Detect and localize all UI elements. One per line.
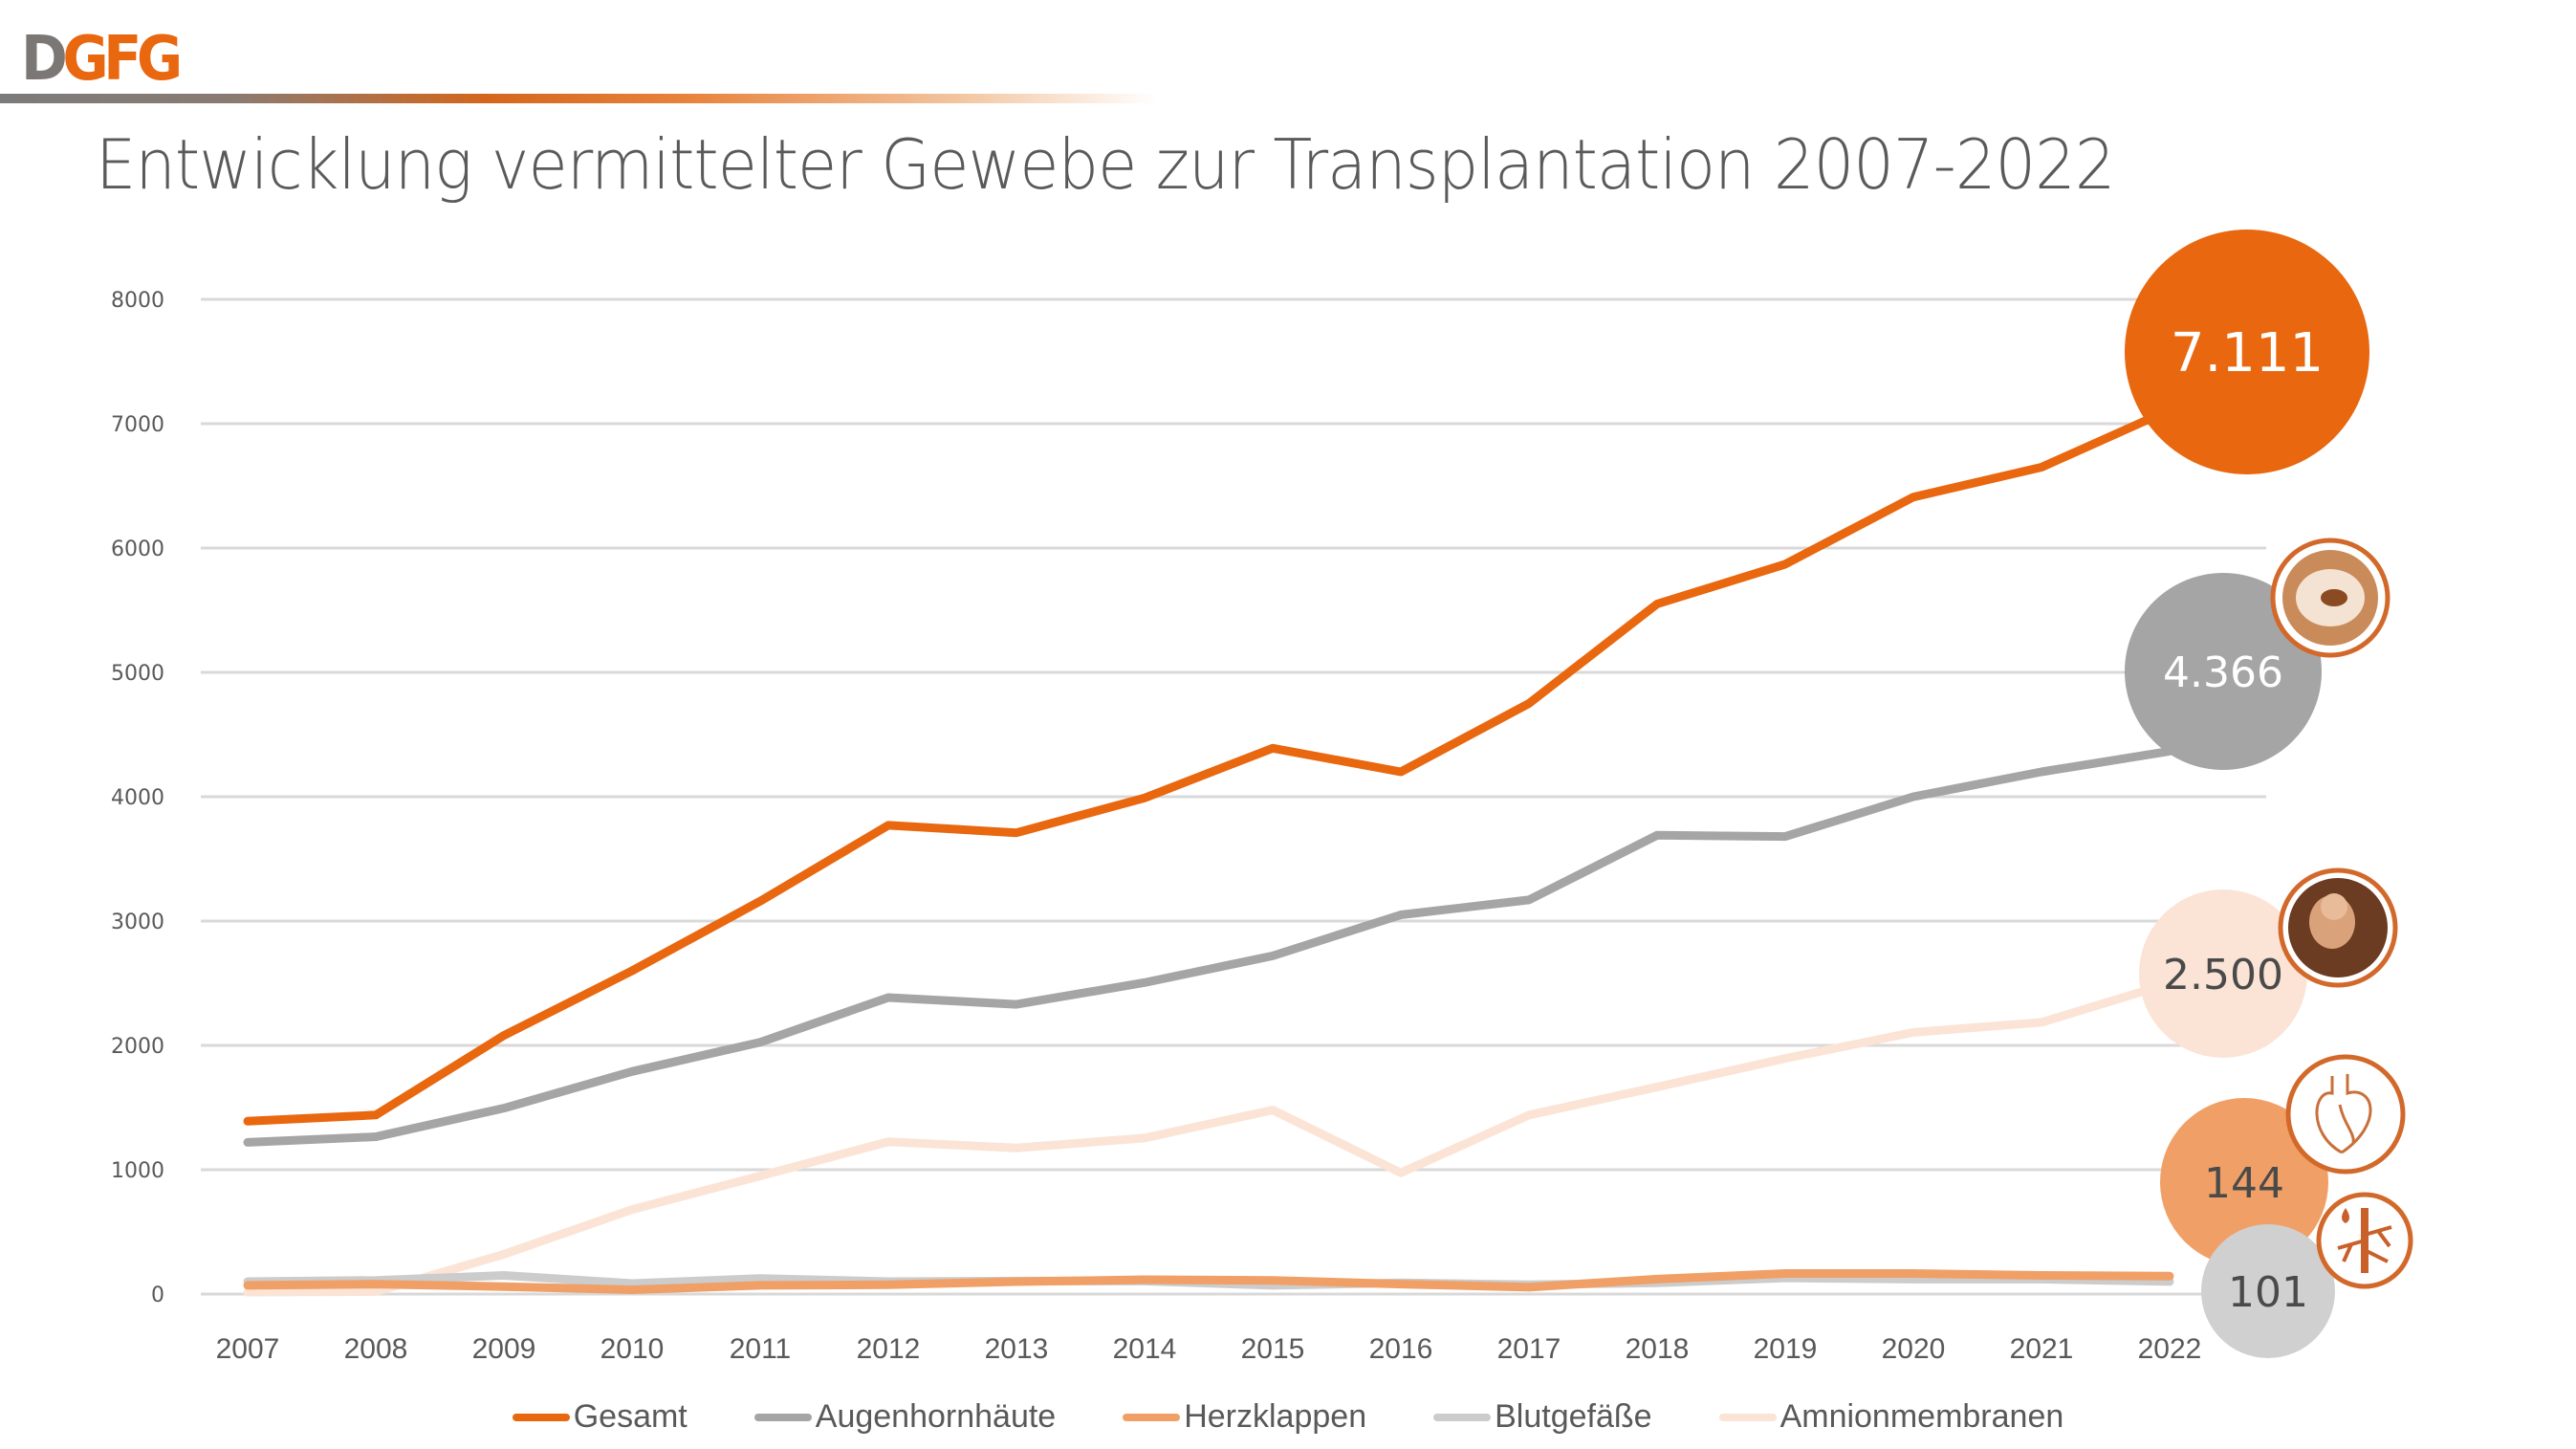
end-bubble-herzklappen: 144	[2160, 1098, 2328, 1266]
x-tick-label: 2021	[2010, 1333, 2074, 1365]
legend-item: Augenhornhäute	[753, 1398, 1057, 1436]
bubble-circle	[2139, 889, 2307, 1058]
x-tick-label: 2007	[216, 1333, 280, 1365]
legend-label: Gesamt	[573, 1398, 688, 1435]
x-tick-label: 2012	[857, 1333, 921, 1365]
legend-label: Amnionmembranen	[1779, 1398, 2064, 1435]
logo-d: D	[21, 24, 68, 95]
series-lines	[243, 406, 2174, 1297]
x-tick-label: 2015	[1241, 1333, 1305, 1365]
legend-item: Gesamt	[512, 1398, 688, 1436]
bubble-circle	[2160, 1098, 2328, 1266]
end-value-bubbles: 7.111 4.366 2.500 144 101	[2125, 230, 2369, 1358]
legend-swatch	[1718, 1413, 1777, 1421]
bubble-circle	[2201, 1224, 2335, 1358]
legend-swatch	[1123, 1413, 1181, 1421]
legend-swatch	[1433, 1413, 1492, 1421]
header-gradient-bar	[0, 94, 1157, 103]
y-tick-label: 1000	[111, 1159, 164, 1183]
bubble-circle	[2125, 230, 2369, 474]
series-line-herzklappen	[243, 1269, 2174, 1294]
heart-icon	[2285, 1054, 2406, 1175]
legend-swatch	[512, 1413, 570, 1421]
legend-item: Blutgefäße	[1433, 1398, 1652, 1436]
end-bubble-augenhornhäute: 4.366	[2125, 573, 2322, 770]
x-tick-label: 2022	[2138, 1333, 2202, 1365]
page-title: Entwicklung vermittelter Gewebe zur Tran…	[96, 124, 2115, 205]
y-tick-label: 2000	[111, 1035, 164, 1059]
x-tick-label: 2008	[344, 1333, 408, 1365]
x-tick-label: 2020	[1882, 1333, 1946, 1365]
y-tick-label: 7000	[111, 413, 164, 437]
legend-item: Herzklappen	[1123, 1398, 1366, 1436]
x-tick-label: 2010	[600, 1333, 665, 1365]
series-line-augenhornhäute	[243, 746, 2174, 1147]
legend-label: Blutgefäße	[1495, 1398, 1652, 1435]
legend-swatch	[753, 1413, 812, 1421]
blood-vessel-icon	[2316, 1192, 2413, 1289]
x-tick-label: 2011	[730, 1333, 792, 1365]
bubble-value-label: 101	[2228, 1268, 2308, 1317]
bubble-value-label: 144	[2204, 1159, 2284, 1208]
logo-gfg: GFG	[62, 24, 183, 95]
bubble-circle	[2125, 573, 2322, 770]
end-bubble-amnionmembranen: 2.500	[2139, 889, 2307, 1058]
tissue-icons	[2270, 538, 2413, 1289]
x-tick-label: 2019	[1754, 1333, 1818, 1365]
eye-cornea-icon	[2270, 538, 2390, 658]
y-tick-label: 3000	[111, 911, 164, 934]
legend-label: Herzklappen	[1184, 1398, 1367, 1435]
y-tick-label: 6000	[111, 538, 164, 561]
x-axis-ticks: 2007 2008 2009 2010 2011 2012 2013 2014 2015 2016…	[216, 1333, 2202, 1365]
bubble-value-label: 7.111	[2171, 322, 2324, 384]
dgfg-logo: DGFG	[21, 29, 183, 90]
chart-legend: Gesamt Augenhornhäute Herzklappen Blutgefäß…	[0, 1398, 2576, 1436]
x-tick-label: 2017	[1497, 1333, 1561, 1365]
series-line-gesamt	[243, 406, 2174, 1126]
y-tick-label: 0	[151, 1284, 164, 1307]
x-tick-label: 2014	[1113, 1333, 1177, 1365]
bubble-value-label: 2.500	[2163, 951, 2283, 999]
y-axis-ticks: 0 1000 2000 3000 4000 5000 6000 7000 8000	[111, 289, 164, 1307]
series-line-amnionmembranen	[243, 978, 2174, 1297]
y-tick-label: 8000	[111, 289, 164, 313]
legend-item: Amnionmembranen	[1718, 1398, 2064, 1436]
gridlines	[201, 297, 2266, 1296]
y-tick-label: 5000	[111, 662, 164, 686]
x-tick-label: 2016	[1369, 1333, 1433, 1365]
bubble-value-label: 4.366	[2163, 648, 2283, 697]
end-bubble-blutgefäße: 101	[2201, 1224, 2335, 1358]
y-tick-label: 4000	[111, 786, 164, 810]
end-bubble-gesamt: 7.111	[2125, 230, 2369, 474]
fetus-icon	[2278, 867, 2398, 988]
x-tick-label: 2013	[985, 1333, 1049, 1365]
x-tick-label: 2009	[472, 1333, 536, 1365]
x-tick-label: 2018	[1626, 1333, 1690, 1365]
legend-label: Augenhornhäute	[815, 1398, 1057, 1435]
